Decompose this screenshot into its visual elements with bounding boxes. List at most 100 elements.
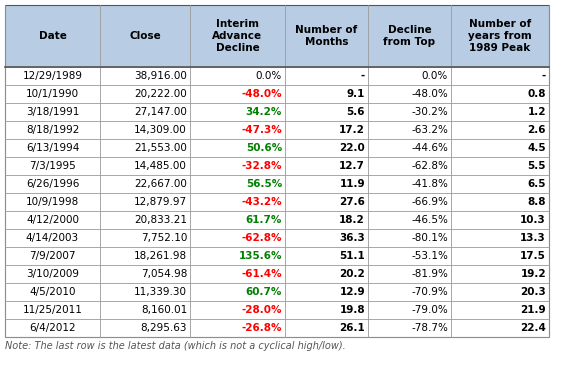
Text: 10/1/1990: 10/1/1990	[26, 89, 79, 99]
Bar	[190, 103, 285, 121]
Text: 27,147.00: 27,147.00	[134, 107, 187, 117]
Text: 8/18/1992: 8/18/1992	[26, 125, 79, 135]
Bar	[368, 211, 451, 229]
Text: 56.5%: 56.5%	[246, 179, 282, 189]
Text: 14,485.00: 14,485.00	[134, 161, 187, 171]
Text: -70.9%: -70.9%	[411, 287, 448, 297]
Text: 2.6: 2.6	[527, 125, 546, 135]
Text: -: -	[542, 71, 546, 81]
Text: 6/4/2012: 6/4/2012	[29, 323, 76, 333]
Bar	[190, 283, 285, 301]
Text: 10/9/1998: 10/9/1998	[26, 197, 79, 207]
Bar	[190, 175, 285, 193]
Text: -61.4%: -61.4%	[241, 269, 282, 279]
Bar	[5, 157, 100, 175]
Text: 4/14/2003: 4/14/2003	[26, 233, 79, 243]
Bar	[285, 193, 368, 211]
Text: 21.9: 21.9	[520, 305, 546, 315]
Bar	[285, 5, 368, 67]
Bar	[100, 319, 190, 337]
Bar	[100, 283, 190, 301]
Bar	[368, 175, 451, 193]
Bar	[190, 121, 285, 139]
Bar	[451, 157, 549, 175]
Text: -26.8%: -26.8%	[242, 323, 282, 333]
Bar	[5, 5, 100, 67]
Bar	[190, 139, 285, 157]
Text: -43.2%: -43.2%	[241, 197, 282, 207]
Text: 18,261.98: 18,261.98	[134, 251, 187, 261]
Bar	[451, 193, 549, 211]
Text: -62.8%: -62.8%	[411, 161, 448, 171]
Bar	[285, 85, 368, 103]
Text: 11,339.30: 11,339.30	[134, 287, 187, 297]
Text: 0.0%: 0.0%	[256, 71, 282, 81]
Bar	[285, 103, 368, 121]
Text: -: -	[361, 71, 365, 81]
Bar	[190, 247, 285, 265]
Bar	[5, 211, 100, 229]
Text: 60.7%: 60.7%	[246, 287, 282, 297]
Text: Close: Close	[129, 31, 161, 41]
Bar	[368, 85, 451, 103]
Text: 19.2: 19.2	[520, 269, 546, 279]
Bar	[100, 85, 190, 103]
Text: 5.6: 5.6	[347, 107, 365, 117]
Bar	[368, 121, 451, 139]
Text: -48.0%: -48.0%	[411, 89, 448, 99]
Bar	[368, 157, 451, 175]
Text: 10.3: 10.3	[520, 215, 546, 225]
Bar	[451, 319, 549, 337]
Bar	[285, 247, 368, 265]
Bar	[451, 229, 549, 247]
Bar	[368, 103, 451, 121]
Bar	[5, 175, 100, 193]
Bar	[451, 211, 549, 229]
Text: 34.2%: 34.2%	[246, 107, 282, 117]
Bar	[100, 157, 190, 175]
Bar	[451, 121, 549, 139]
Bar	[190, 193, 285, 211]
Text: 3/10/2009: 3/10/2009	[26, 269, 79, 279]
Bar	[100, 139, 190, 157]
Bar	[285, 229, 368, 247]
Text: 9.1: 9.1	[347, 89, 365, 99]
Text: Note: The last row is the latest data (which is not a cyclical high/low).: Note: The last row is the latest data (w…	[5, 341, 346, 351]
Text: 0.8: 0.8	[527, 89, 546, 99]
Bar	[5, 103, 100, 121]
Bar	[285, 157, 368, 175]
Text: -62.8%: -62.8%	[242, 233, 282, 243]
Text: 14,309.00: 14,309.00	[134, 125, 187, 135]
Bar	[285, 121, 368, 139]
Text: Interim
Advance
Decline: Interim Advance Decline	[212, 19, 263, 53]
Bar	[5, 319, 100, 337]
Text: 36.3: 36.3	[339, 233, 365, 243]
Text: 11/25/2011: 11/25/2011	[23, 305, 83, 315]
Text: 12,879.97: 12,879.97	[134, 197, 187, 207]
Bar	[451, 175, 549, 193]
Bar	[451, 247, 549, 265]
Bar	[368, 301, 451, 319]
Text: 19.8: 19.8	[339, 305, 365, 315]
Bar	[451, 103, 549, 121]
Text: Number of
years from
1989 Peak: Number of years from 1989 Peak	[468, 19, 532, 53]
Text: 20,222.00: 20,222.00	[134, 89, 187, 99]
Text: -30.2%: -30.2%	[411, 107, 448, 117]
Bar	[5, 193, 100, 211]
Text: 27.6: 27.6	[339, 197, 365, 207]
Bar	[368, 5, 451, 67]
Text: 4/12/2000: 4/12/2000	[26, 215, 79, 225]
Text: -48.0%: -48.0%	[241, 89, 282, 99]
Bar	[190, 301, 285, 319]
Text: 17.5: 17.5	[520, 251, 546, 261]
Text: 7/9/2007: 7/9/2007	[29, 251, 76, 261]
Bar	[5, 301, 100, 319]
Bar	[368, 265, 451, 283]
Text: 7,054.98: 7,054.98	[141, 269, 187, 279]
Text: 22.0: 22.0	[339, 143, 365, 153]
Bar	[285, 265, 368, 283]
Text: 6/13/1994: 6/13/1994	[26, 143, 79, 153]
Text: 17.2: 17.2	[339, 125, 365, 135]
Bar	[5, 5, 549, 337]
Text: -78.7%: -78.7%	[411, 323, 448, 333]
